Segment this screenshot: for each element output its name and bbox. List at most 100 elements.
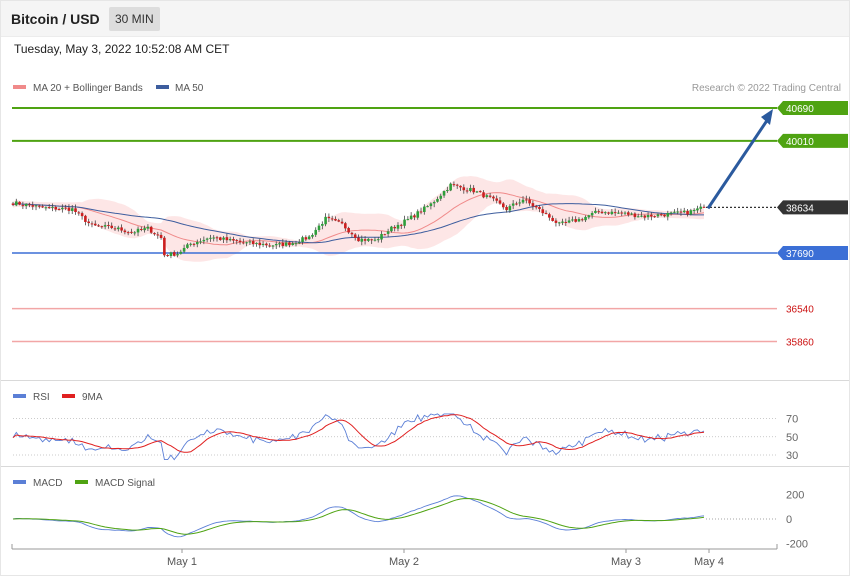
candle-body xyxy=(51,206,54,208)
candle-body xyxy=(505,206,508,211)
candle-body xyxy=(702,206,706,208)
candle-body xyxy=(110,225,114,228)
macd-signal-line xyxy=(12,497,705,535)
candle-body xyxy=(103,225,107,227)
candle-body xyxy=(482,192,485,198)
candle-body xyxy=(439,195,443,199)
candle-body xyxy=(47,207,51,209)
macd-legend-swatch xyxy=(13,480,26,484)
candle-body xyxy=(455,184,459,186)
candle-body xyxy=(245,242,248,244)
candle-body xyxy=(136,228,140,233)
candle-body xyxy=(248,241,252,243)
candle-body xyxy=(429,203,433,207)
candle-body xyxy=(551,217,554,221)
candle-body xyxy=(205,238,209,240)
candle-body xyxy=(189,243,192,245)
level-label-35860: 35860 xyxy=(786,338,814,349)
candle-body xyxy=(232,238,235,241)
macd-signal-legend-swatch xyxy=(75,480,88,484)
candle-body xyxy=(271,245,275,247)
candle-body xyxy=(492,196,495,199)
candle-body xyxy=(525,199,528,201)
candle-body xyxy=(686,210,689,215)
candle-body xyxy=(126,232,130,234)
candle-body xyxy=(31,205,35,207)
candlesticks xyxy=(11,181,706,259)
candle-body xyxy=(432,201,436,204)
candle-body xyxy=(97,225,100,227)
candle-body xyxy=(679,211,683,213)
candle-body xyxy=(386,231,390,234)
candle-body xyxy=(324,216,327,225)
candle-body xyxy=(133,232,137,234)
rsi-legend-swatch xyxy=(13,394,26,398)
candle-body xyxy=(446,190,449,192)
rsi-ma-line xyxy=(12,414,705,453)
candle-body xyxy=(291,243,294,245)
candle-body xyxy=(538,207,541,209)
candle-body xyxy=(699,206,703,209)
candle-body xyxy=(501,203,505,208)
candle-body xyxy=(311,234,314,237)
chart-canvas: MA 20 + Bollinger Bands MA 50 Research ©… xyxy=(1,83,849,568)
candle-body xyxy=(294,243,298,245)
candle-body xyxy=(406,219,410,221)
candle-body xyxy=(195,242,199,245)
candle-body xyxy=(692,209,696,211)
candle-body xyxy=(268,245,271,247)
rsi-legend-label: RSI xyxy=(33,392,50,403)
candle-body xyxy=(380,233,383,240)
macd-panel: 200 0 -200 xyxy=(12,490,808,551)
candle-body xyxy=(610,211,614,215)
bollinger-bands xyxy=(13,176,704,262)
candle-body xyxy=(70,208,74,211)
candle-body xyxy=(363,239,367,241)
candle-body xyxy=(383,234,387,236)
candle-body xyxy=(301,237,304,243)
candle-body xyxy=(255,242,258,244)
candle-body xyxy=(587,215,591,218)
candle-body xyxy=(521,199,525,203)
candle-body xyxy=(376,239,380,241)
candle-body xyxy=(176,254,179,256)
candle-body xyxy=(143,228,146,231)
candle-body xyxy=(149,226,153,233)
candle-body xyxy=(623,212,627,214)
candle-body xyxy=(442,191,446,196)
candle-body xyxy=(209,237,212,239)
candle-body xyxy=(419,211,423,213)
candle-body xyxy=(682,210,686,213)
credit-text: Research © 2022 Trading Central xyxy=(692,83,841,94)
candle-body xyxy=(238,240,242,243)
candle-body xyxy=(495,198,498,201)
candle-body xyxy=(21,205,25,207)
candle-body xyxy=(347,228,350,233)
candle-body xyxy=(38,205,41,207)
candle-body xyxy=(169,252,173,256)
candle-body xyxy=(278,243,281,245)
candle-body xyxy=(465,190,469,192)
level-label-38634: 38634 xyxy=(786,203,814,214)
candle-body xyxy=(297,242,301,244)
candle-body xyxy=(353,234,357,238)
price-legend: MA 20 + Bollinger Bands MA 50 xyxy=(13,83,204,94)
candle-body xyxy=(100,226,104,228)
timeframe-badge[interactable]: 30 MIN xyxy=(109,7,160,31)
candle-body xyxy=(288,242,291,246)
candle-body xyxy=(44,207,48,209)
x-tick-label: May 2 xyxy=(389,556,419,568)
candle-body xyxy=(472,187,475,193)
candle-body xyxy=(640,215,643,217)
rsi-ma-legend-swatch xyxy=(62,394,75,398)
forecast-arrow-shaft xyxy=(706,115,772,210)
candle-body xyxy=(304,237,308,240)
candle-body xyxy=(199,241,202,243)
candle-body xyxy=(74,208,77,212)
candle-body xyxy=(528,199,531,204)
candle-body xyxy=(357,237,360,242)
candle-body xyxy=(518,202,522,204)
candle-body xyxy=(67,207,71,211)
forecast-arrow-head xyxy=(761,109,773,125)
candle-body xyxy=(156,234,160,236)
